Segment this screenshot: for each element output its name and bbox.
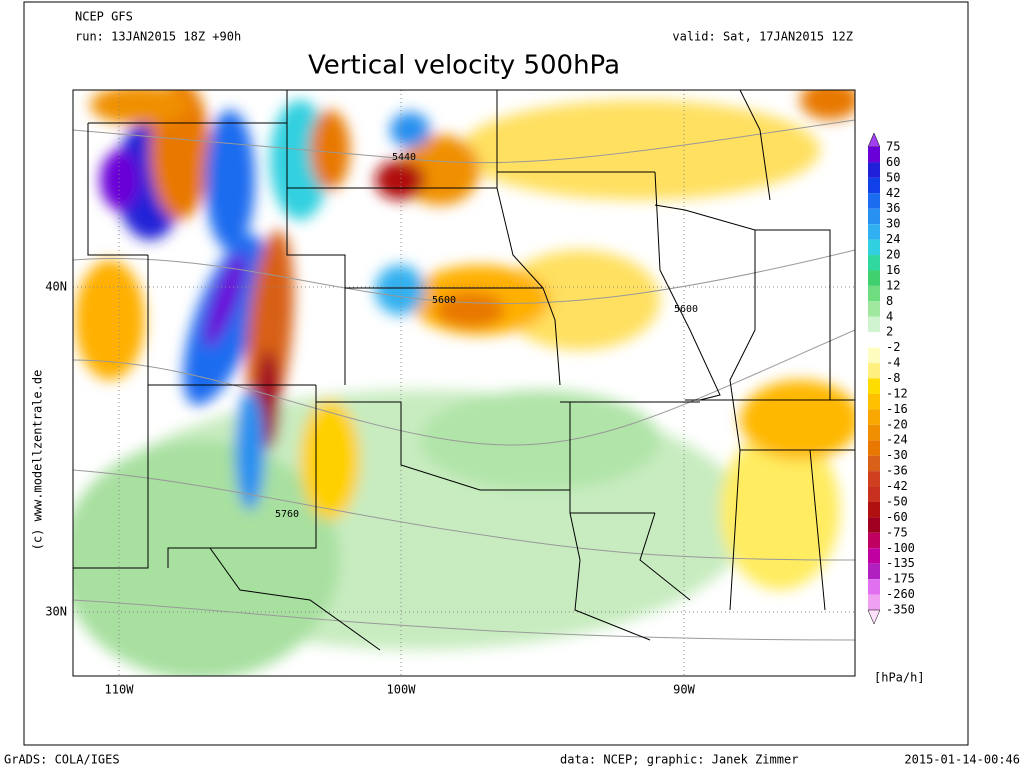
footer-left: GrADS: COLA/IGES bbox=[4, 753, 120, 767]
legend-label: 36 bbox=[886, 201, 900, 215]
legend-label: 4 bbox=[886, 309, 893, 323]
longitude-label: 110W bbox=[105, 683, 135, 697]
legend-label: -8 bbox=[886, 371, 900, 385]
contour-label: 5600 bbox=[432, 295, 456, 306]
legend-swatch bbox=[868, 424, 880, 441]
legend-label: -36 bbox=[886, 464, 908, 478]
legend-label: -2 bbox=[886, 340, 900, 354]
legend-label: -16 bbox=[886, 402, 908, 416]
legend-label: 50 bbox=[886, 170, 900, 184]
run: run: 13JAN2015 18Z +90h bbox=[75, 30, 241, 44]
legend-swatch bbox=[868, 301, 880, 317]
legend-swatch bbox=[868, 363, 880, 379]
title: Vertical velocity 500hPa bbox=[308, 51, 620, 81]
legend-label: -260 bbox=[886, 587, 915, 601]
legend-swatch bbox=[868, 316, 880, 333]
latitude-label: 30N bbox=[45, 605, 67, 619]
legend-swatch bbox=[868, 409, 880, 425]
legend-swatch bbox=[868, 378, 880, 394]
legend-label: -350 bbox=[886, 603, 915, 617]
legend-swatch bbox=[868, 147, 880, 163]
longitude-label: 100W bbox=[387, 683, 417, 697]
legend-label: 20 bbox=[886, 248, 900, 262]
legend-label: 42 bbox=[886, 186, 900, 200]
legend-swatch bbox=[868, 440, 880, 456]
legend-label: -175 bbox=[886, 572, 915, 586]
legend-swatch bbox=[868, 471, 880, 487]
legend-label: 60 bbox=[886, 155, 900, 169]
map-border bbox=[72, 89, 856, 677]
legend-label: -42 bbox=[886, 479, 908, 493]
contour-label: 5760 bbox=[275, 509, 299, 520]
legend-swatch bbox=[868, 563, 880, 580]
legend-swatch bbox=[868, 594, 880, 610]
legend-label: -20 bbox=[886, 417, 908, 431]
legend-arrow bbox=[867, 609, 881, 625]
legend-swatch bbox=[868, 255, 880, 271]
footer-center: data: NCEP; graphic: Janek Zimmer bbox=[560, 753, 798, 767]
legend-label: 16 bbox=[886, 263, 900, 277]
side-credit: (c) www.modellzentrale.de bbox=[31, 370, 45, 551]
model: NCEP GFS bbox=[75, 10, 133, 24]
legend-units: [hPa/h] bbox=[874, 671, 925, 685]
legend-swatch bbox=[868, 162, 880, 178]
map-field bbox=[73, 90, 855, 676]
legend-swatch bbox=[868, 486, 880, 502]
legend-swatch bbox=[868, 517, 880, 533]
legend-label: 8 bbox=[886, 294, 893, 308]
legend-label: 12 bbox=[886, 278, 900, 292]
latitude-label: 40N bbox=[45, 280, 67, 294]
legend-label: 2 bbox=[886, 325, 893, 339]
legend-label: -30 bbox=[886, 448, 908, 462]
contour-label: 5440 bbox=[392, 152, 416, 163]
legend-label: -12 bbox=[886, 386, 908, 400]
contour-label: 5600 bbox=[674, 304, 698, 315]
legend-label: -24 bbox=[886, 433, 908, 447]
longitude-label: 90W bbox=[673, 683, 695, 697]
valid: valid: Sat, 17JAN2015 12Z bbox=[672, 30, 853, 44]
legend-label: -4 bbox=[886, 356, 900, 370]
legend-label: 75 bbox=[886, 140, 900, 154]
legend-swatch bbox=[868, 177, 880, 194]
legend-swatch bbox=[868, 224, 880, 240]
footer-right: 2015-01-14-00:46 bbox=[904, 753, 1020, 767]
legend-label: -100 bbox=[886, 541, 915, 555]
legend-label: -135 bbox=[886, 556, 915, 570]
legend-swatch bbox=[868, 393, 880, 410]
legend-label: -60 bbox=[886, 510, 908, 524]
legend-swatch bbox=[868, 208, 880, 225]
legend-swatch bbox=[868, 501, 880, 518]
legend-swatch bbox=[868, 270, 880, 286]
legend-label: -75 bbox=[886, 525, 908, 539]
legend: 75605042363024201612842-2-4-8-12-16-20-2… bbox=[867, 132, 915, 625]
legend-swatch bbox=[868, 579, 880, 595]
legend-swatch bbox=[868, 548, 880, 564]
legend-swatch bbox=[868, 332, 880, 348]
legend-swatch bbox=[868, 347, 880, 364]
legend-label: 30 bbox=[886, 217, 900, 231]
legend-swatch bbox=[868, 193, 880, 209]
legend-swatch bbox=[868, 532, 880, 549]
legend-swatch bbox=[868, 455, 880, 472]
legend-swatch bbox=[868, 239, 880, 256]
legend-label: -50 bbox=[886, 494, 908, 508]
legend-swatch bbox=[868, 285, 880, 302]
legend-label: 24 bbox=[886, 232, 900, 246]
